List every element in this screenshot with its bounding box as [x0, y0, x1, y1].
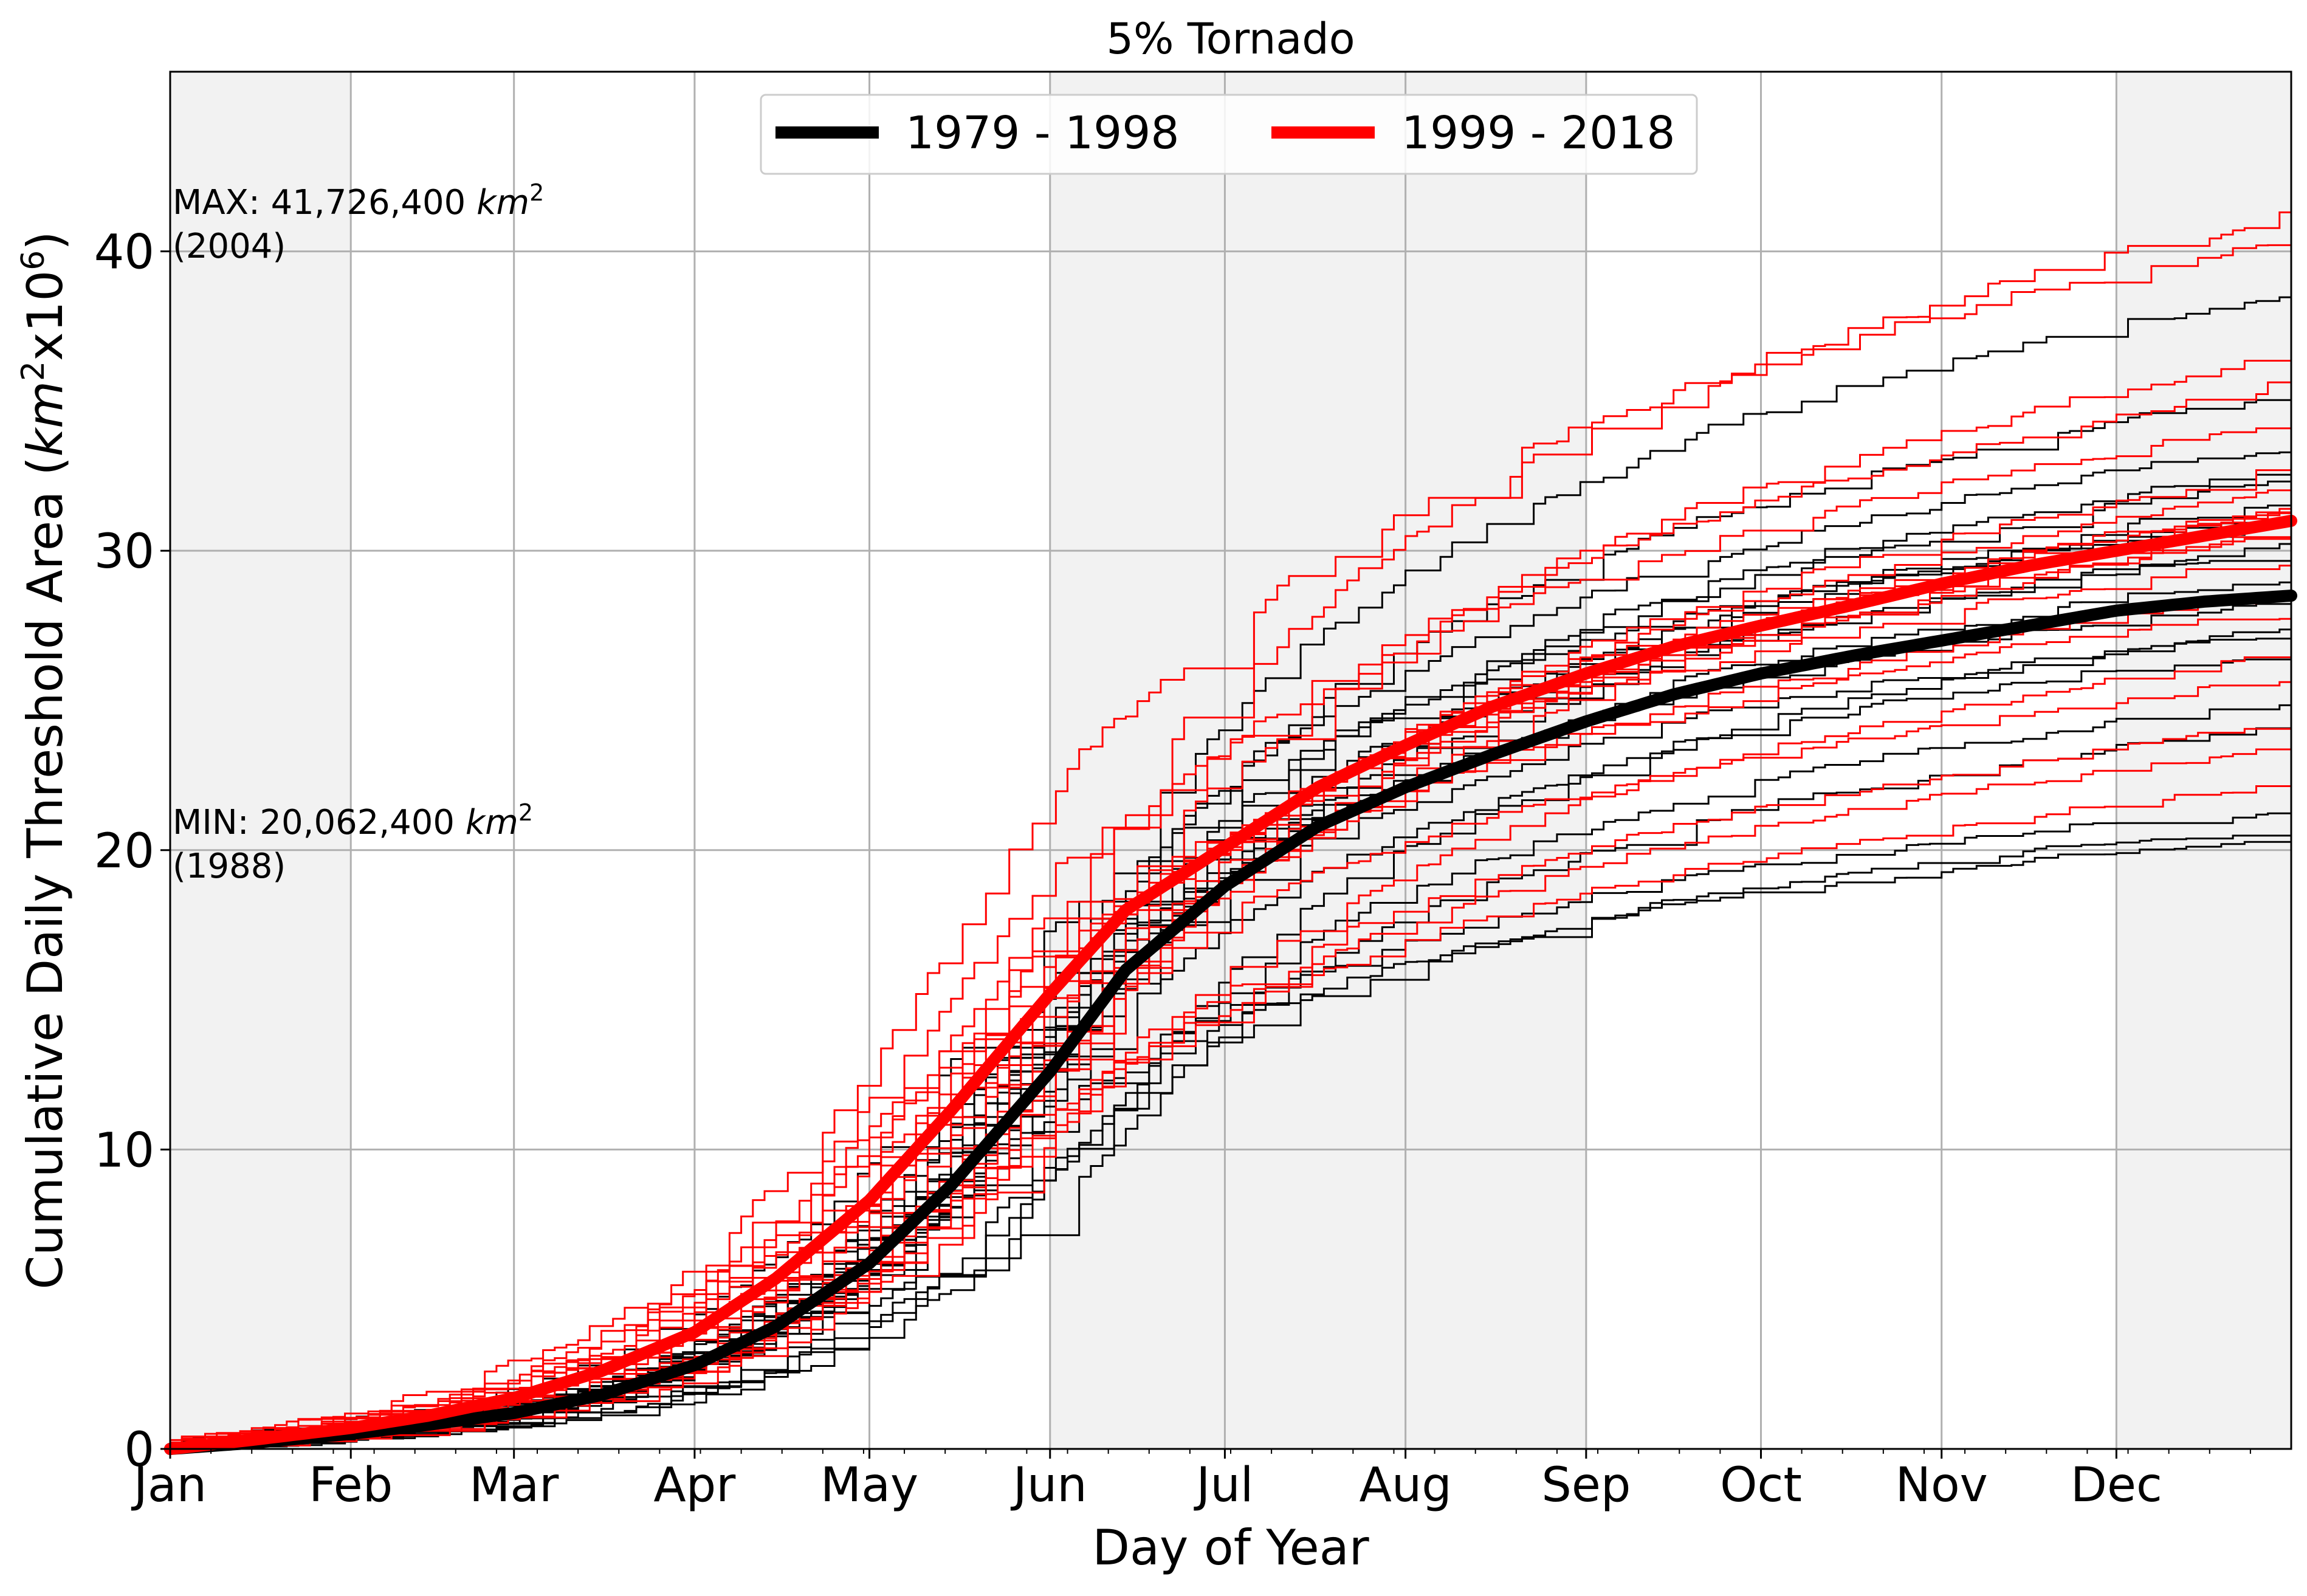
y-tick-label-30: 30	[94, 525, 154, 579]
ticks: Jan Feb Mar Apr May Jun Jul Aug Sep Oct Nov Dec 0 10 2…	[94, 225, 2251, 1513]
year-line-1999-2018-17	[169, 681, 2291, 1449]
min-annotation-value: MIN: 20,062,400	[173, 803, 466, 842]
year-line-1999-2018-5	[169, 427, 2291, 1449]
year-line-1979-1998-16	[170, 700, 2292, 1450]
year-line-1999-2018-1	[170, 200, 2292, 1450]
month-shading	[170, 72, 2291, 1449]
min-annotation-unit-exp: 2	[518, 799, 533, 826]
x-tick-label-nov: Nov	[1896, 1458, 1988, 1513]
y-axis-multiplier-exp: 6	[15, 250, 52, 270]
y-axis-unit: km	[17, 381, 74, 456]
mean-line-1999-2018	[164, 514, 2297, 1455]
x-tick-label-jul: Jul	[1193, 1458, 1253, 1513]
shade-dec	[2116, 72, 2291, 1449]
min-annotation-unit: km	[466, 803, 518, 842]
legend: 1979 - 1998 1999 - 2018	[760, 94, 1698, 175]
x-tick-label-jun: Jun	[1010, 1458, 1087, 1513]
year-line-1999-2018-12	[169, 538, 2292, 1449]
x-tick-label-jan: Jan	[131, 1458, 207, 1513]
x-axis-label: Day of Year	[1092, 1519, 1369, 1576]
max-annotation-value: MAX: 41,726,400	[173, 183, 476, 222]
year-line-1999-2018-2	[169, 241, 2292, 1449]
min-annotation: MIN: 20,062,400 km2	[173, 799, 533, 842]
x-tick-label-apr: Apr	[653, 1458, 736, 1513]
mean-lines	[164, 514, 2297, 1455]
year-line-1999-2018-13	[170, 565, 2291, 1450]
mean-line-1979-1998	[164, 590, 2297, 1455]
legend-box	[760, 94, 1698, 175]
min-annotation-year: (1988)	[173, 847, 286, 886]
max-annotation-unit-exp: 2	[529, 179, 544, 206]
x-tick-label-feb: Feb	[309, 1458, 393, 1513]
x-tick-label-may: May	[820, 1458, 918, 1513]
y-tick-label-10: 10	[94, 1123, 154, 1178]
year-line-1999-2018-7	[170, 481, 2292, 1450]
x-tick-label-oct: Oct	[1720, 1458, 1802, 1513]
shade-jun	[1050, 72, 1225, 1449]
y-axis-multiplier: x10	[17, 270, 74, 361]
max-annotation-year: (2004)	[173, 227, 286, 266]
y-axis-label: Cumulative Daily Threshold Area (km2x106…	[15, 231, 74, 1289]
x-tick-label-dec: Dec	[2071, 1458, 2162, 1513]
chart-title: 5% Tornado	[1106, 14, 1355, 64]
x-tick-label-mar: Mar	[469, 1458, 559, 1513]
y-tick-label-20: 20	[94, 824, 154, 879]
y-tick-label-40: 40	[94, 225, 154, 280]
x-tick-label-sep: Sep	[1541, 1458, 1631, 1513]
legend-label-1979-1998: 1979 - 1998	[906, 107, 1179, 159]
year-line-1999-2018-15	[170, 617, 2291, 1450]
max-annotation: MAX: 41,726,400 km2	[173, 179, 544, 222]
year-line-1999-2018-16	[169, 641, 2292, 1449]
y-axis-label-text: Cumulative Daily Threshold Area	[17, 491, 74, 1290]
y-axis-unit-exp: 2	[15, 361, 52, 381]
shade-jan	[170, 72, 351, 1449]
legend-label-1999-2018: 1999 - 2018	[1401, 107, 1675, 159]
x-tick-label-aug: Aug	[1359, 1458, 1451, 1513]
max-annotation-unit: km	[476, 183, 529, 222]
y-tick-label-0: 0	[124, 1423, 154, 1477]
